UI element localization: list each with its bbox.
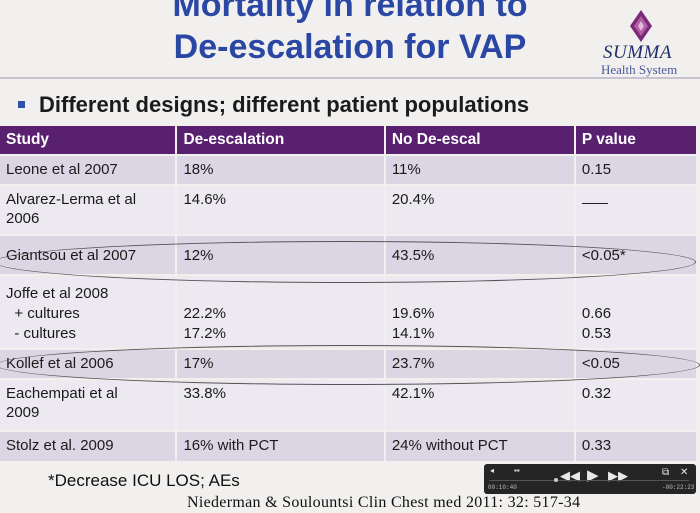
header-study: Study bbox=[0, 126, 178, 155]
cell-p: 0.15 bbox=[574, 154, 699, 185]
cell-p: 0.66 0.53 bbox=[574, 274, 699, 349]
volume-icon[interactable]: ◂ bbox=[490, 466, 495, 475]
divider bbox=[0, 77, 700, 79]
cell-deesc: 22.2% 17.2% bbox=[176, 274, 386, 349]
rewind-icon[interactable]: ◀◀ bbox=[560, 468, 580, 483]
time-remaining: -00:22:23 bbox=[662, 484, 695, 491]
bullet-point: Different designs; different patient pop… bbox=[18, 92, 529, 118]
table-row: Giantsou et al 2007 12% 43.5% <0.05* bbox=[0, 234, 699, 275]
footnote: *Decrease ICU LOS; AEs bbox=[48, 471, 240, 490]
cell-study: Alvarez-Lerma et al 2006 bbox=[0, 184, 178, 235]
cell-deesc: 17% bbox=[176, 348, 386, 379]
header-p-value: P value bbox=[574, 126, 699, 155]
cell-deesc: 16% with PCT bbox=[176, 430, 386, 461]
progress-knob[interactable] bbox=[554, 478, 558, 482]
cell-study: Leone et al 2007 bbox=[0, 154, 178, 185]
table-row: Leone et al 2007 18% 11% 0.15 bbox=[0, 154, 699, 185]
cell-p: 0.33 bbox=[574, 430, 699, 461]
table-row: Joffe et al 2008 + cultures - cultures 2… bbox=[0, 274, 699, 349]
cell-study: Giantsou et al 2007 bbox=[0, 234, 178, 275]
logo-subtitle: Health System bbox=[601, 62, 678, 77]
cell-nodeesc: 42.1% bbox=[384, 378, 576, 431]
slide-title-line2: De-escalation for VAP bbox=[173, 28, 527, 66]
cell-deesc: 14.6% bbox=[176, 184, 386, 235]
video-player-controls: ◂ ▪▪ ◀◀ ▶ ▶▶ ⧉ ✕ 00:10:40 -00:22:23 bbox=[484, 464, 696, 494]
cell-study: Kollef et al 2006 bbox=[0, 348, 178, 379]
cell-nodeesc: 11% bbox=[384, 154, 576, 185]
bullet-square-icon bbox=[18, 100, 25, 108]
cell-p: <0.05 bbox=[574, 348, 699, 379]
cell-study: Eachempati et al 2009 bbox=[0, 378, 178, 431]
table-row: Stolz et al. 2009 16% with PCT 24% witho… bbox=[0, 430, 699, 461]
table-row: Kollef et al 2006 17% 23.7% <0.05 bbox=[0, 348, 699, 379]
progress-track[interactable] bbox=[489, 480, 689, 481]
close-icon[interactable]: ✕ bbox=[680, 467, 689, 478]
table-header-row: Study De-escalation No De-escal P value bbox=[0, 126, 699, 155]
time-elapsed: 00:10:40 bbox=[488, 484, 517, 491]
fast-forward-icon[interactable]: ▶▶ bbox=[608, 468, 628, 483]
cell-nodeesc: 19.6% 14.1% bbox=[384, 274, 576, 349]
bullet-text: Different designs; different patient pop… bbox=[39, 92, 530, 117]
cell-nodeesc: 23.7% bbox=[384, 348, 576, 379]
cell-p: <0.05* bbox=[574, 234, 699, 275]
cell-p bbox=[574, 184, 699, 235]
table-row: Eachempati et al 2009 33.8% 42.1% 0.32 bbox=[0, 378, 699, 431]
cell-deesc: 18% bbox=[176, 154, 386, 185]
header-no-deescal: No De-escal bbox=[384, 126, 576, 155]
blank-dash bbox=[581, 191, 608, 204]
cell-deesc: 12% bbox=[176, 234, 386, 275]
cell-nodeesc: 43.5% bbox=[384, 234, 576, 275]
cell-study: Stolz et al. 2009 bbox=[0, 430, 178, 461]
volume-level-icon[interactable]: ▪▪ bbox=[514, 466, 520, 475]
cell-nodeesc: 24% without PCT bbox=[384, 430, 576, 461]
table-row: Alvarez-Lerma et al 2006 14.6% 20.4% bbox=[0, 184, 699, 235]
fullscreen-icon[interactable]: ⧉ bbox=[662, 467, 670, 478]
cell-nodeesc: 20.4% bbox=[384, 184, 576, 235]
mortality-table: Study De-escalation No De-escal P value … bbox=[0, 126, 699, 461]
cell-p: 0.32 bbox=[574, 378, 699, 431]
cell-deesc: 33.8% bbox=[176, 378, 386, 431]
play-icon[interactable]: ▶ bbox=[587, 467, 599, 484]
logo-name: SUMMA bbox=[603, 42, 672, 63]
summa-logo-icon bbox=[630, 10, 652, 42]
cell-study: Joffe et al 2008 + cultures - cultures bbox=[0, 274, 178, 349]
header-deescalation: De-escalation bbox=[176, 126, 386, 155]
slide-title-line1: Mortality in relation to bbox=[172, 0, 528, 24]
citation: Niederman & Soulountsi Clin Chest med 20… bbox=[187, 494, 581, 511]
